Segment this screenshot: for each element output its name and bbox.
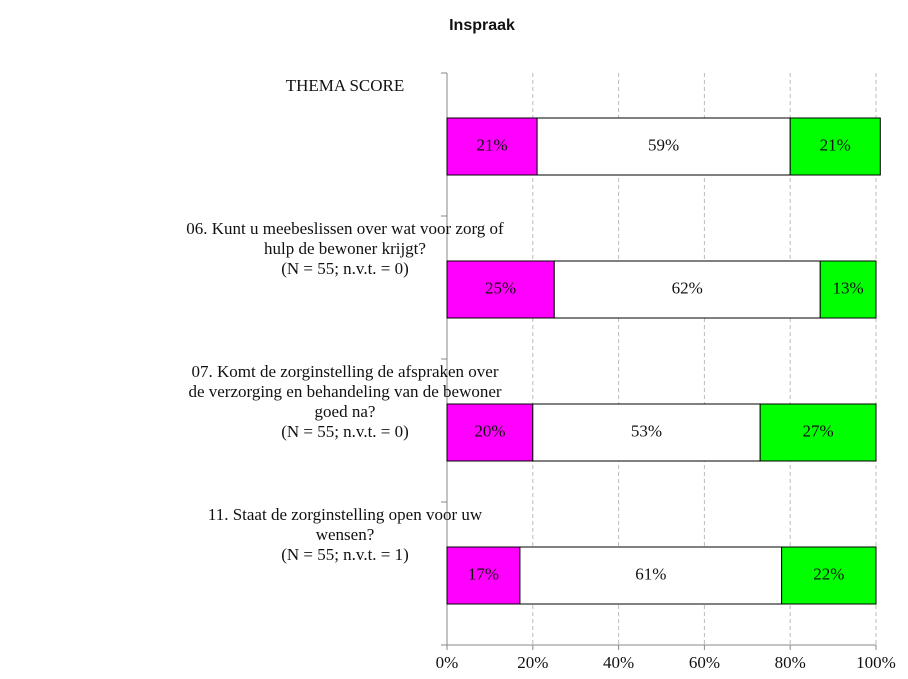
x-tick-label: 20% bbox=[517, 653, 548, 672]
bar-segment bbox=[781, 546, 877, 605]
bar-segment bbox=[446, 546, 521, 605]
y-tick-label: 11. Staat de zorginstelling open voor uw… bbox=[208, 505, 483, 564]
x-tick-label: 0% bbox=[436, 653, 459, 672]
value-label: 53% bbox=[631, 421, 662, 440]
y-tick-label: THEMA SCORE bbox=[286, 76, 405, 95]
x-tick-label: 60% bbox=[689, 653, 720, 672]
bar-segment bbox=[519, 546, 783, 605]
value-label: 22% bbox=[813, 564, 844, 583]
value-label: 62% bbox=[672, 278, 703, 297]
bar-segment bbox=[789, 117, 881, 176]
value-label: 20% bbox=[474, 421, 505, 440]
bar-segment bbox=[553, 260, 821, 319]
value-label: 25% bbox=[485, 278, 516, 297]
value-label: 13% bbox=[833, 278, 864, 297]
value-label: 27% bbox=[802, 421, 833, 440]
bar-segment bbox=[532, 403, 761, 462]
bar-segment bbox=[759, 403, 877, 462]
value-label: 59% bbox=[648, 135, 679, 154]
bar-segment bbox=[819, 260, 877, 319]
value-label: 21% bbox=[820, 135, 851, 154]
value-label: 17% bbox=[468, 564, 499, 583]
y-tick-label: 06. Kunt u meebeslissen over wat voor zo… bbox=[186, 219, 504, 278]
value-label: 61% bbox=[635, 564, 666, 583]
x-tick-label: 80% bbox=[775, 653, 806, 672]
x-tick-label: 100% bbox=[856, 653, 896, 672]
value-label: 21% bbox=[476, 135, 507, 154]
bar-segment bbox=[446, 117, 538, 176]
y-tick-label: 07. Komt de zorginstelling de afspraken … bbox=[188, 362, 501, 441]
x-tick-label: 40% bbox=[603, 653, 634, 672]
chart-title: Inspraak bbox=[449, 17, 515, 34]
